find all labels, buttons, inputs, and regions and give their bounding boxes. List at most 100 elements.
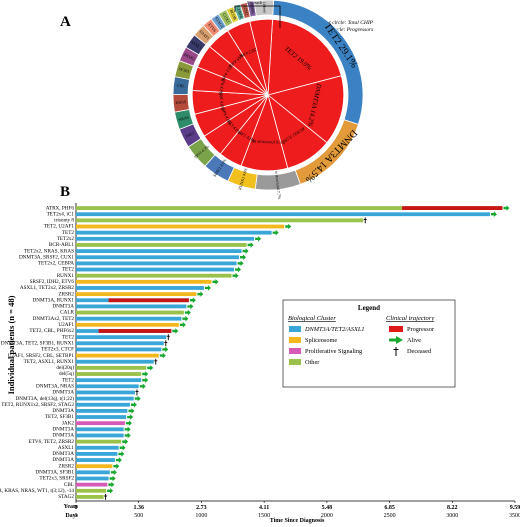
legend-clin-label: Progressor: [407, 326, 435, 333]
bar-tet2: [76, 378, 142, 383]
outer-slice-label: RUNX1 4.8%: [237, 167, 248, 191]
bar-tet2x3-ctcf: [76, 347, 162, 352]
patient-label: TET2x2: [57, 236, 75, 242]
bar-bcr-abl1: [76, 243, 247, 247]
y-axis-title: Individual patients (n = 48): [6, 295, 16, 394]
bar-del-20q: [76, 365, 147, 370]
bar-tet2x2-cebpa: [76, 261, 237, 266]
legend-swatch-dnmt3a-tet2-asxl1: [289, 326, 301, 332]
x-tick-day: 1000: [195, 513, 207, 519]
patient-label: TET2, U2AF1: [44, 224, 75, 230]
alive-arrow: [197, 291, 204, 297]
patient-label: ASXL1: [58, 445, 75, 451]
panel-a-donut: TET2 29.1%DNMT3A 14.5%Cross structural 7…: [172, 0, 364, 200]
alive-arrow: [147, 365, 154, 371]
bar-dnmt3a: [76, 408, 128, 413]
legend-clin-title: Clinical trajectory: [386, 315, 434, 322]
bar-u2af1: [76, 322, 179, 327]
bar-etv6-tet2-zrsr2: [76, 439, 122, 444]
patient-label: TET2: [62, 267, 75, 273]
progressor-segment: [108, 298, 189, 303]
legend-clin-label: Deceased: [407, 348, 432, 355]
legend-clin-label: Alive: [407, 337, 421, 344]
alive-arrow: [235, 266, 242, 273]
alive-arrow: [182, 315, 189, 322]
patient-label: TET2x2, CEBPA: [38, 261, 74, 267]
alive-arrow: [124, 432, 131, 439]
bar-del-5q: [76, 372, 142, 376]
patient-label: DNMT3A: [52, 451, 74, 457]
alive-arrow: [184, 309, 191, 316]
legend-progressor-swatch: [389, 326, 403, 332]
outer-slice-label: ETV6: [207, 22, 217, 33]
patient-label: TET2x2, NRAS, KRAS: [24, 248, 74, 254]
outer-caption: Outer circle: Total CHIP: [318, 20, 374, 26]
x-tick-day: 0: [75, 513, 78, 519]
patient-label: TET2x3, CTCF: [41, 347, 74, 353]
panel-b-label: B: [60, 184, 70, 200]
bar-trisomy-8: [76, 218, 364, 223]
legend-bio-label: Proliferative Signaling: [305, 348, 363, 355]
alive-arrow: [179, 322, 186, 328]
alive-arrow: [237, 260, 244, 267]
bar-bcor-kras-nras-wt1-t-3-12-14: [76, 488, 107, 493]
x-tick-year: 5.48: [322, 505, 333, 511]
bar-zrsr2: [76, 292, 197, 297]
alive-arrow: [172, 328, 179, 334]
alive-arrow: [204, 285, 211, 291]
patient-label: del(20q): [56, 364, 74, 371]
patient-label: DNMT3A, NRAS: [36, 383, 74, 389]
patient-label: JAK2: [62, 420, 75, 426]
years-label: Years: [64, 504, 79, 510]
outer-slice-label: BCOR: [229, 9, 238, 21]
alive-arrow: [255, 236, 262, 242]
bar-dnmt3a: [76, 452, 118, 456]
outer-slice-label: ASXL1: [190, 39, 203, 50]
alive-arrow: [490, 211, 497, 218]
x-tick-day: 1500: [258, 513, 270, 519]
inner-caption: Inner circle: Progressors: [317, 27, 373, 33]
alive-arrow: [139, 383, 146, 390]
x-tick-year: 9.59: [510, 505, 520, 511]
alive-arrow: [119, 444, 126, 451]
patient-label: SRSF2, IDH2, ETV6: [30, 279, 75, 285]
panel-a-label: A: [60, 14, 71, 30]
x-tick-year: 0: [75, 505, 78, 511]
x-tick-year: 2.73: [196, 505, 207, 511]
bar-jak2: [76, 421, 125, 426]
inner-slice-label: PHF6 4.8%: [218, 73, 228, 96]
patient-label: TET2: [62, 334, 75, 340]
outer-slice-label: Cross structural 7.7%: [274, 164, 283, 200]
outer-slice-others: [253, 0, 275, 17]
alive-arrow: [134, 395, 141, 402]
alive-arrow: [232, 272, 239, 279]
alive-arrow: [128, 408, 135, 414]
bar-u2af1-srsf2-cbl-setbp1: [76, 353, 159, 358]
progressor-segment: [402, 206, 503, 210]
bar-atrx-phf6: [76, 206, 503, 210]
bar-zrsr2: [76, 464, 113, 469]
outer-slice-label: EZH2: [242, 5, 249, 16]
patient-label: TET2, ASXL1, RUNX1: [24, 359, 75, 365]
bar-srsf2-idh2-etv6: [76, 279, 212, 284]
inner-slice-label: ATRX 4.8%: [218, 88, 225, 111]
outer-slice-label: JAK2: [185, 130, 196, 139]
patient-label: U2AF1, SRSF2, CBL, SETBP1: [8, 353, 75, 359]
bar-tet2: [76, 267, 235, 272]
patient-label: ETV6, TET2, ZRSR2: [29, 439, 75, 445]
alive-arrow: [162, 346, 169, 353]
bar-dnmt3a-sf3b1: [76, 470, 110, 475]
legend: Legend Biological Cluster Clinical traje…: [282, 299, 456, 388]
bar-calr: [76, 310, 184, 315]
bar-dnmt3a: [76, 390, 135, 395]
patient-label: ZRSR2: [58, 291, 74, 297]
bar-tet2: [76, 335, 167, 340]
bar-dnmt3a-srsf2-cux1: [76, 255, 240, 260]
bar-runx1: [76, 273, 232, 278]
patient-label: U2AF1: [58, 322, 74, 328]
patient-label: DNMT3A, RUNX1: [33, 297, 75, 303]
patient-label: TET2, RUNX1x2, SRSF2, STAG2: [1, 402, 74, 408]
alive-arrow: [107, 487, 114, 494]
bar-tet2-sf3b1: [76, 415, 127, 419]
